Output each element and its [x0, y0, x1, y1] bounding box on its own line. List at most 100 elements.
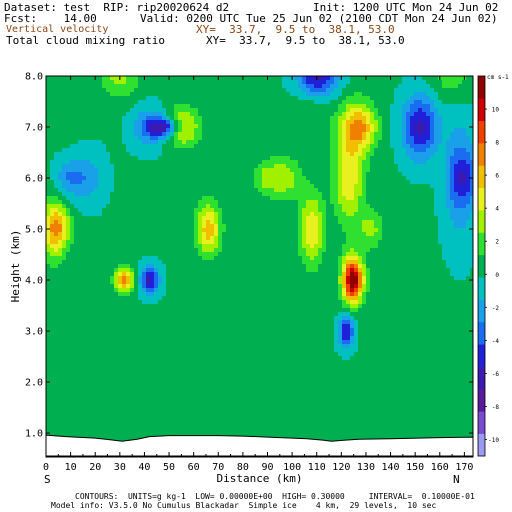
field-cell	[122, 220, 127, 225]
field-cell	[90, 220, 95, 225]
field-cell	[58, 180, 63, 185]
field-cell	[206, 252, 211, 257]
field-cell	[322, 172, 327, 177]
field-cell	[214, 208, 219, 213]
field-cell	[190, 172, 195, 177]
field-cell	[266, 152, 271, 157]
field-cell	[234, 148, 239, 153]
field-cell	[50, 76, 55, 81]
field-cell	[346, 88, 351, 93]
field-cell	[374, 184, 379, 189]
field-cell	[418, 156, 423, 161]
field-cell	[410, 160, 415, 165]
field-cell	[402, 228, 407, 233]
field-cell	[110, 80, 115, 85]
field-cell	[158, 160, 163, 165]
field-cell	[114, 108, 119, 113]
field-cell	[66, 240, 71, 245]
field-cell	[154, 100, 159, 105]
field-cell	[142, 200, 147, 205]
field-cell	[170, 184, 175, 189]
field-cell	[206, 212, 211, 217]
field-cell	[342, 244, 347, 249]
field-cell	[78, 128, 83, 133]
field-cell	[182, 96, 187, 101]
field-cell	[66, 204, 71, 209]
field-cell	[330, 116, 335, 121]
field-cell	[126, 104, 131, 109]
field-cell	[210, 200, 215, 205]
field-cell	[278, 216, 283, 221]
field-cell	[150, 132, 155, 137]
field-cell	[294, 160, 299, 165]
field-cell	[250, 152, 255, 157]
field-cell	[398, 244, 403, 249]
field-cell	[438, 108, 443, 113]
field-cell	[74, 116, 79, 121]
field-cell	[354, 76, 359, 81]
field-cell	[126, 252, 131, 257]
field-cell	[138, 252, 143, 257]
field-cell	[202, 168, 207, 173]
field-cell	[390, 252, 395, 257]
field-cell	[430, 232, 435, 237]
field-cell	[46, 208, 51, 213]
field-cell	[70, 148, 75, 153]
field-cell	[322, 176, 327, 181]
field-cell	[362, 156, 367, 161]
field-cell	[258, 100, 263, 105]
field-cell	[138, 204, 143, 209]
field-cell	[222, 92, 227, 97]
field-cell	[90, 216, 95, 221]
field-cell	[358, 88, 363, 93]
field-cell	[126, 240, 131, 245]
field-cell	[114, 252, 119, 257]
field-cell	[338, 148, 343, 153]
field-cell	[314, 244, 319, 249]
field-cell	[434, 256, 439, 261]
field-cell	[326, 136, 331, 141]
field-cell	[426, 232, 431, 237]
field-cell	[450, 248, 455, 253]
field-cell	[110, 220, 115, 225]
field-cell	[214, 92, 219, 97]
field-cell	[426, 76, 431, 81]
field-cell	[354, 188, 359, 193]
field-cell	[446, 164, 451, 169]
field-cell	[402, 252, 407, 257]
field-cell	[346, 228, 351, 233]
field-cell	[406, 84, 411, 89]
field-cell	[358, 208, 363, 213]
field-cell	[162, 236, 167, 241]
field-cell	[118, 140, 123, 145]
field-cell	[414, 176, 419, 181]
field-cell	[314, 120, 319, 125]
field-cell	[270, 132, 275, 137]
field-cell	[130, 140, 135, 145]
field-cell	[290, 180, 295, 185]
field-cell	[262, 252, 267, 257]
field-cell	[354, 140, 359, 145]
field-cell	[442, 88, 447, 93]
field-cell	[434, 252, 439, 257]
field-cell	[390, 80, 395, 85]
field-cell	[194, 132, 199, 137]
field-cell	[234, 204, 239, 209]
field-cell	[422, 124, 427, 129]
field-cell	[234, 136, 239, 141]
field-cell	[370, 184, 375, 189]
field-cell	[290, 84, 295, 89]
field-cell	[470, 136, 473, 141]
field-cell	[46, 112, 51, 117]
field-cell	[346, 112, 351, 117]
field-cell	[270, 88, 275, 93]
field-cell	[442, 172, 447, 177]
field-cell	[182, 208, 187, 213]
field-cell	[310, 256, 315, 261]
field-cell	[78, 84, 83, 89]
field-cell	[222, 228, 227, 233]
field-cell	[70, 184, 75, 189]
field-cell	[262, 124, 267, 129]
field-cell	[362, 148, 367, 153]
field-cell	[106, 136, 111, 141]
